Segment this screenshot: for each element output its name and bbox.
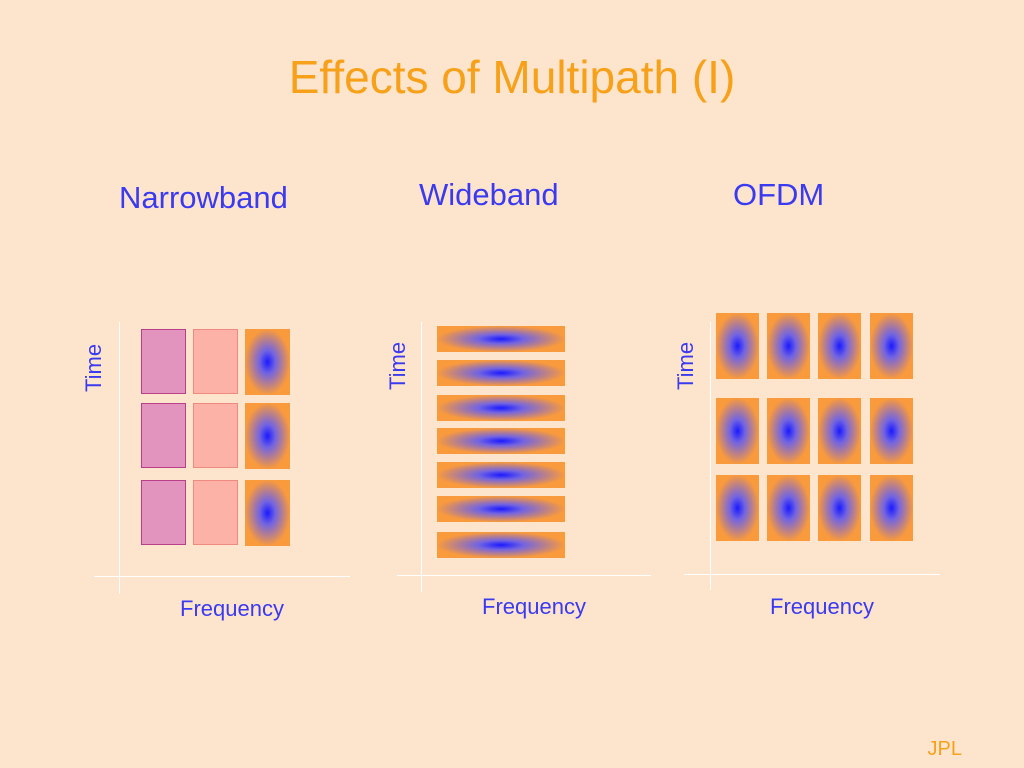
wideband-block: [437, 462, 565, 488]
narrowband-y-axis-label: Time: [81, 343, 106, 392]
wideband-block: [437, 496, 565, 522]
ofdm-block: [818, 475, 861, 541]
narrowband-x-axis: [94, 576, 350, 577]
wideband-block: [437, 428, 565, 454]
ofdm-block: [767, 398, 810, 464]
narrowband-label: Narrowband: [119, 180, 288, 215]
narrowband-block: [141, 403, 186, 468]
ofdm-label: OFDM: [733, 177, 825, 212]
ofdm-x-axis: [684, 574, 940, 575]
slide-title: Effects of Multipath (I): [288, 51, 736, 103]
ofdm-block: [818, 313, 861, 379]
narrowband-x-axis-label: Frequency: [180, 596, 284, 621]
ofdm-block: [716, 398, 759, 464]
narrowband-faded-block: [245, 480, 290, 546]
narrowband-block: [141, 480, 186, 545]
ofdm-block: [716, 313, 759, 379]
wideband-y-axis-label: Time: [385, 341, 410, 390]
wideband-block: [437, 395, 565, 421]
ofdm-x-axis-label: Frequency: [770, 594, 874, 619]
ofdm-block: [818, 398, 861, 464]
wideband-block: [437, 532, 565, 558]
narrowband-block: [193, 480, 238, 545]
ofdm-block: [767, 313, 810, 379]
ofdm-y-axis-label: Time: [673, 341, 698, 390]
ofdm-block: [870, 475, 913, 541]
wideband-x-axis-label: Frequency: [482, 594, 586, 619]
ofdm-block: [870, 313, 913, 379]
ofdm-block: [767, 475, 810, 541]
ofdm-block: [716, 475, 759, 541]
wideband-block: [437, 326, 565, 352]
ofdm-block: [870, 398, 913, 464]
narrowband-y-axis: [119, 322, 120, 594]
wideband-y-axis: [421, 322, 422, 592]
narrowband-block: [193, 329, 238, 394]
wideband-block: [437, 360, 565, 386]
footer-mark: JPL: [927, 738, 962, 760]
narrowband-block: [193, 403, 238, 468]
narrowband-faded-block: [245, 329, 290, 395]
wideband-label: Wideband: [419, 177, 559, 212]
wideband-x-axis: [397, 575, 651, 576]
narrowband-faded-block: [245, 403, 290, 469]
ofdm-y-axis: [710, 322, 711, 590]
narrowband-block: [141, 329, 186, 394]
